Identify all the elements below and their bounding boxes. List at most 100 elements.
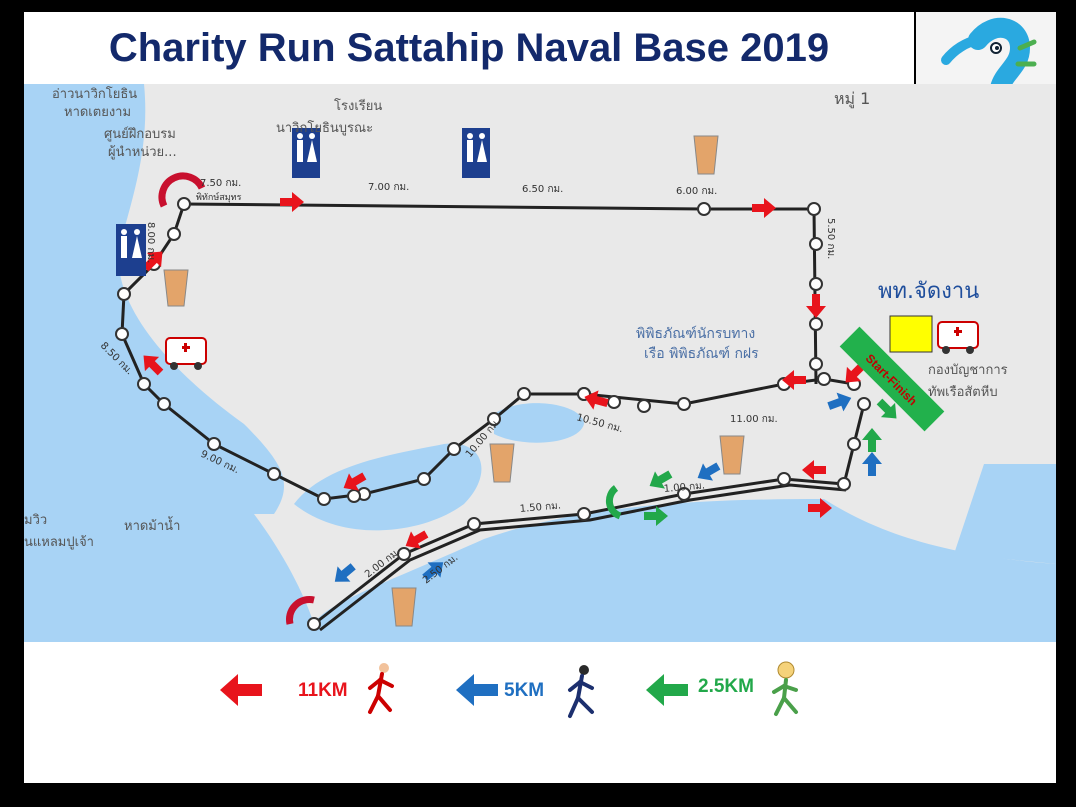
checkpoint-marker: [607, 395, 621, 409]
checkpoint-marker: [467, 517, 481, 531]
route-map: อ่าวนาวิกโยธิน หาดเตยงาม ศูนย์ฝึกอบรม ผู…: [24, 84, 1056, 642]
km-1-50: 1.50 กม.: [519, 500, 561, 515]
legend-label-11km: 11KM: [298, 680, 348, 701]
label-school: โรงเรียน: [334, 98, 382, 114]
label-left-edge-1: มวิว: [24, 513, 47, 528]
checkpoint-marker: [157, 397, 171, 411]
km-7-50: 7.50 กม.: [200, 178, 241, 189]
checkpoint-marker: [777, 472, 791, 486]
label-school-2: นาวิกโยธินบูรณะ: [276, 120, 373, 136]
runner-red-icon: [368, 663, 394, 714]
legend-arrow-2-5km: [646, 674, 688, 706]
direction-arrow: [827, 392, 852, 412]
legend-graphics: [220, 661, 798, 718]
direction-arrow: [142, 251, 163, 272]
checkpoint-marker: [167, 227, 181, 241]
km-7-00: 7.00 กม.: [368, 182, 409, 193]
u-turn-icon: [158, 172, 622, 625]
start-finish-banner: [839, 326, 945, 432]
checkpoint-marker: [177, 197, 191, 211]
label-headquarters-2: ทัพเรือสัตหีบ: [928, 384, 998, 400]
direction-arrow: [876, 398, 897, 419]
km-5-50: 5.50 กม.: [825, 218, 836, 259]
runner-blue-icon: [568, 665, 594, 718]
checkpoint-marker: [267, 467, 281, 481]
checkpoint-marker: [809, 277, 823, 291]
legend-arrow-5km: [456, 674, 498, 706]
direction-arrow: [802, 460, 826, 480]
organizer-box: [889, 315, 933, 353]
label-museum-2: เรือ พิพิธภัณฑ์ กฝร: [644, 345, 759, 362]
direction-arrows: [142, 192, 897, 582]
label-beach: หาดเตยงาม: [64, 105, 131, 120]
direction-arrow: [334, 563, 356, 582]
label-training-center-2: ผู้นำหน่วย...: [108, 145, 177, 160]
label-hidden-turn: พิทักษ์สมุทร: [196, 191, 242, 203]
direction-arrow: [343, 472, 367, 491]
direction-arrow: [862, 428, 882, 452]
label-museum: พิพิธภัณฑ์นักรบทาง: [636, 325, 755, 342]
direction-arrow: [752, 198, 776, 218]
direction-arrow: [808, 498, 832, 518]
direction-arrow: [280, 192, 304, 212]
toilet-figures: [121, 133, 487, 258]
km-6-50: 6.50 กม.: [522, 184, 563, 195]
checkpoint-marker: [317, 492, 331, 506]
checkpoint-marker: [447, 442, 461, 456]
direction-arrow: [806, 294, 826, 318]
checkpoint-marker: [817, 372, 831, 386]
page-title: Charity Run Sattahip Naval Base 2019: [24, 12, 914, 84]
direction-arrow: [697, 462, 721, 481]
checkpoint-marker: [417, 472, 431, 486]
drink-cup-icon: [163, 135, 745, 627]
sea-south: [24, 499, 1056, 642]
checkpoint-marker: [137, 377, 151, 391]
direction-arrow: [644, 506, 668, 526]
label-training-center: ศูนย์ฝึกอบรม: [104, 126, 176, 142]
checkpoint-marker: [637, 399, 651, 413]
checkpoint-marker: [487, 412, 501, 426]
pond: [494, 403, 584, 443]
checkpoint-marker: [677, 487, 691, 501]
km-8-00: 8.00 กม.: [145, 222, 156, 263]
checkpoint-marker: [677, 397, 691, 411]
checkpoint-marker: [857, 397, 871, 411]
km-6-00: 6.00 กม.: [676, 186, 717, 197]
checkpoint-marker: [847, 437, 861, 451]
checkpoint-marker: [809, 357, 823, 371]
direction-arrow: [649, 470, 673, 489]
checkpoint-marker: [577, 507, 591, 521]
checkpoint-marker: [397, 547, 411, 561]
label-bay: อ่าวนาวิกโยธิน: [52, 86, 137, 102]
direction-arrow: [862, 452, 882, 476]
ambulance-icon: [165, 321, 979, 370]
checkpoint-marker: [837, 477, 851, 491]
legend-label-5km: 5KM: [504, 680, 545, 701]
label-organizer: พท.จัดงาน: [878, 279, 979, 304]
legend: 11KM 5KM 2.5KM: [24, 642, 1056, 783]
km-1-00: 1.00 กม.: [663, 480, 705, 495]
route-south-road-2: [319, 483, 847, 632]
label-horse-beach: หาดม้าน้ำ: [124, 516, 180, 534]
checkpoint-marker: [115, 327, 129, 341]
checkpoint-marker: [117, 287, 131, 301]
map-canvas: อ่าวนาวิกโยธิน หาดเตยงาม ศูนย์ฝึกอบรม ผู…: [24, 84, 1056, 642]
checkpoint-marker: [697, 202, 711, 216]
direction-arrow: [782, 370, 806, 390]
checkpoint-marker: [207, 437, 221, 451]
legend-arrow-11km: [220, 674, 262, 706]
checkpoint-marker: [517, 387, 531, 401]
checkpoint-marker: [807, 202, 821, 216]
label-headquarters: กองบัญชาการ: [928, 363, 1008, 378]
checkpoint-marker: [347, 489, 361, 503]
label-left-edge-2: นแหลมปูเจ้า: [24, 535, 94, 550]
direction-arrow: [845, 362, 866, 383]
km-10-50: 10.50 กม.: [575, 412, 624, 435]
direction-arrow: [422, 562, 444, 581]
checkpoint-marker: [809, 237, 823, 251]
direction-arrow: [143, 355, 164, 376]
toilet-sign-icon: [116, 128, 490, 276]
child-runner-icon: [772, 661, 798, 716]
harbor: [954, 464, 1056, 564]
direction-arrow: [584, 390, 609, 410]
